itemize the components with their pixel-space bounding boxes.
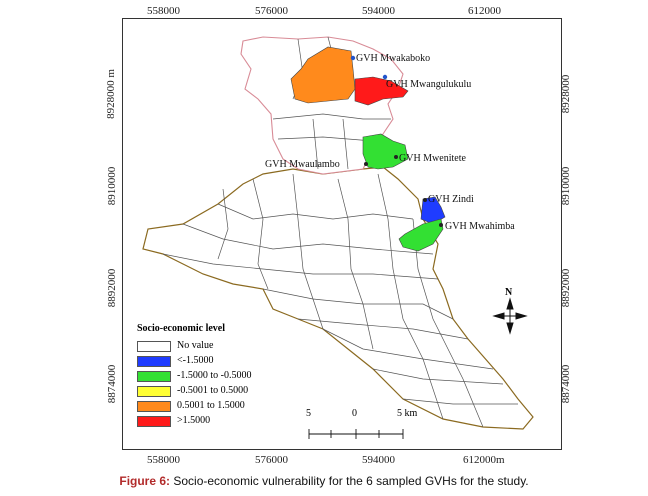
legend-swatch — [137, 416, 171, 427]
legend-swatch — [137, 356, 171, 367]
top-x-tick-1: 558000 — [147, 5, 180, 17]
left-y-tick-2: 8910000 — [106, 166, 118, 206]
point-mwakaboko — [350, 55, 356, 61]
legend-swatch — [137, 341, 171, 352]
region-mwenitete-mwaulambo — [362, 133, 409, 170]
caption-text: Socio-economic vulnerability for the 6 s… — [170, 474, 529, 488]
legend-title: Socio-economic level — [137, 323, 226, 334]
top-x-tick-3: 594000 — [362, 5, 395, 17]
region-zindi — [420, 196, 446, 225]
bottom-x-tick-2: 576000 — [255, 454, 288, 466]
legend-swatch — [137, 371, 171, 382]
north-arrow-icon — [492, 297, 528, 335]
left-y-tick-4: 8874000 — [106, 364, 118, 404]
point-mwenitete — [394, 155, 398, 159]
legend-swatch — [137, 386, 171, 397]
top-x-tick-2: 576000 — [255, 5, 288, 17]
bottom-x-tick-1: 558000 — [147, 454, 180, 466]
district-map — [142, 36, 534, 439]
point-mwaulambo — [364, 162, 368, 166]
top-x-tick-4: 612000 — [468, 5, 501, 17]
legend-label: -0.5001 to 0.5000 — [177, 385, 249, 396]
point-mwangulukulu — [382, 74, 388, 80]
label-mwakaboko: GVH Mwakaboko — [356, 53, 431, 64]
internal-boundaries — [162, 36, 518, 428]
map-frame: GVH Mwakaboko GVH Mwangulukulu GVH Mweni… — [122, 18, 562, 450]
legend-label: >1.5000 — [177, 415, 211, 426]
label-mwenitete: GVH Mwenitete — [399, 153, 466, 164]
scale-left-label: 5 — [306, 408, 311, 419]
left-y-tick-3: 8892000 — [106, 268, 118, 308]
region-mwahimba — [398, 218, 444, 252]
point-zindi — [423, 198, 427, 202]
legend-label: 0.5001 to 1.5000 — [177, 400, 245, 411]
north-label: N — [505, 287, 513, 298]
label-mwaulambo: GVH Mwaulambo — [265, 159, 340, 170]
region-mwangulukulu — [354, 76, 409, 106]
region-mwakaboko — [290, 46, 356, 104]
scale-mid-label: 0 — [352, 408, 357, 419]
legend-label: <-1.5000 — [177, 355, 214, 366]
bottom-x-tick-3: 594000 — [362, 454, 395, 466]
scale-bar — [308, 429, 404, 439]
figure-caption: Figure 6: Socio-economic vulnerability f… — [0, 474, 648, 488]
left-y-tick-1: 8928000 m — [105, 69, 117, 119]
point-mwahimba — [439, 223, 443, 227]
label-zindi: GVH Zindi — [428, 194, 474, 205]
legend-label: No value — [177, 340, 214, 351]
legend-swatch — [137, 401, 171, 412]
bottom-x-tick-4: 612000m — [463, 454, 505, 466]
caption-prefix: Figure 6: — [119, 474, 171, 488]
legend-label: -1.5000 to -0.5000 — [177, 370, 252, 381]
label-mwangulukulu: GVH Mwangulukulu — [386, 79, 472, 90]
label-mwahimba: GVH Mwahimba — [445, 221, 515, 232]
scale-right-label: 5 km — [397, 408, 418, 419]
